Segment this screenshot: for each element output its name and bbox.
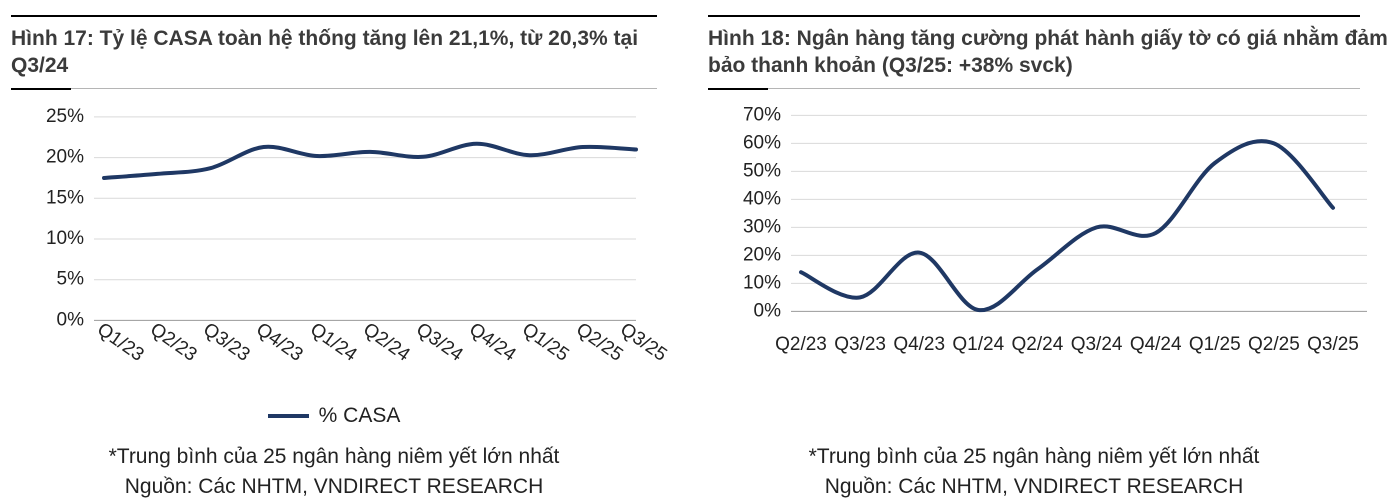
svg-text:0%: 0% — [754, 300, 782, 321]
svg-text:Q1/25: Q1/25 — [1189, 334, 1241, 355]
svg-text:40%: 40% — [743, 188, 781, 209]
svg-text:Q2/23: Q2/23 — [775, 334, 827, 355]
svg-text:Q4/23: Q4/23 — [252, 318, 306, 365]
svg-text:15%: 15% — [46, 187, 84, 208]
svg-text:25%: 25% — [46, 105, 84, 126]
svg-text:20%: 20% — [46, 146, 84, 167]
svg-text:0%: 0% — [57, 309, 85, 330]
svg-text:Q2/24: Q2/24 — [359, 318, 414, 365]
svg-text:Q2/25: Q2/25 — [1248, 334, 1300, 355]
svg-text:60%: 60% — [743, 132, 781, 153]
svg-text:Q4/24: Q4/24 — [465, 318, 520, 365]
svg-text:Q3/25: Q3/25 — [1307, 334, 1359, 355]
svg-text:Q1/24: Q1/24 — [306, 318, 361, 365]
svg-text:10%: 10% — [46, 228, 84, 249]
svg-text:5%: 5% — [57, 268, 85, 289]
svg-text:Q1/25: Q1/25 — [518, 318, 572, 365]
svg-text:Q3/24: Q3/24 — [1071, 334, 1123, 355]
svg-text:10%: 10% — [743, 272, 781, 293]
svg-text:70%: 70% — [743, 104, 781, 125]
svg-text:Q2/25: Q2/25 — [572, 318, 626, 365]
svg-text:Q3/23: Q3/23 — [199, 318, 253, 365]
svg-text:50%: 50% — [743, 160, 781, 181]
svg-text:Q3/25: Q3/25 — [616, 318, 670, 365]
svg-text:Q4/23: Q4/23 — [893, 334, 945, 355]
svg-text:Q3/23: Q3/23 — [834, 334, 886, 355]
svg-text:Q1/24: Q1/24 — [952, 334, 1004, 355]
svg-text:20%: 20% — [743, 244, 781, 265]
svg-text:30%: 30% — [743, 216, 781, 237]
svg-text:Q3/24: Q3/24 — [412, 318, 467, 365]
svg-text:Q1/23: Q1/23 — [93, 318, 147, 365]
svg-text:Q4/24: Q4/24 — [1130, 334, 1182, 355]
svg-text:Q2/24: Q2/24 — [1012, 334, 1064, 355]
svg-text:Q2/23: Q2/23 — [146, 318, 200, 365]
